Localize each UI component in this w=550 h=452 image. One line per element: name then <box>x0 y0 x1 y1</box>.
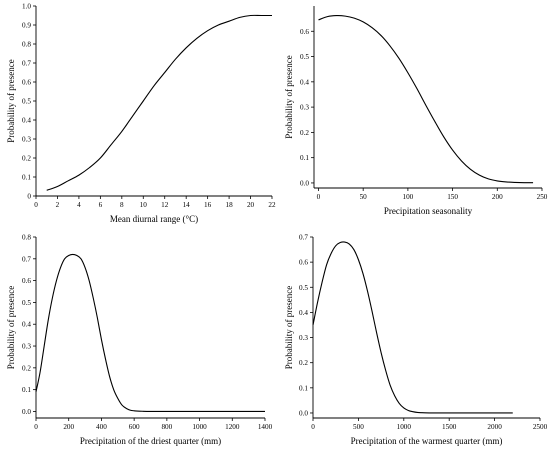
y-tick-label: 0.0 <box>300 179 309 187</box>
y-axis-title: Probability of presence <box>284 55 294 138</box>
x-tick-label: 18 <box>225 201 233 209</box>
y-tick-label: 0.0 <box>299 409 308 417</box>
y-tick-label: 0.8 <box>22 234 31 242</box>
y-tick-label: 0.5 <box>22 299 31 307</box>
x-tick-label: 16 <box>204 201 212 209</box>
y-axis-title: Probability of presence <box>284 286 294 369</box>
x-tick-label: 2 <box>56 201 60 209</box>
x-tick-label: 400 <box>96 423 107 431</box>
response-curve-line <box>46 14 272 191</box>
y-tick-label: 0.1 <box>300 154 309 162</box>
y-tick-label: 0.9 <box>22 22 31 30</box>
y-tick-label: 0.3 <box>300 104 309 112</box>
x-tick-label: 0 <box>311 423 315 431</box>
response-curve-line <box>312 241 513 414</box>
y-tick-label: 0.6 <box>299 259 308 267</box>
y-tick-label: 0.1 <box>22 386 31 394</box>
response-curve-line <box>318 15 534 184</box>
x-tick-label: 250 <box>537 193 548 201</box>
y-axis-title: Probability of presence <box>6 286 16 369</box>
y-tick-label: 0.8 <box>22 41 31 49</box>
x-tick-label: 10 <box>140 201 148 209</box>
y-tick-label: 0 <box>27 193 31 201</box>
x-tick-label: 12 <box>161 201 169 209</box>
chart-panel-2: 0 50 100 150 200 250 0.0 0.1 0.2 0.3 0.4 0.5 0.6 Prec… <box>284 6 548 216</box>
x-tick-label: 0 <box>34 201 38 209</box>
x-tick-label: 2000 <box>487 423 502 431</box>
y-tick-label: 1.0 <box>22 3 31 11</box>
x-axis-title: Precipitation of the warmest quarter (mm… <box>351 436 503 446</box>
x-tick-label: 100 <box>402 193 413 201</box>
chart-panel-3: 0 200 400 600 800 1000 1200 1400 0.0 0.1 0.2 0.3 0.4… <box>6 234 273 447</box>
y-tick-label: 0.6 <box>22 79 31 87</box>
x-tick-label: 200 <box>63 423 74 431</box>
x-tick-label: 500 <box>353 423 364 431</box>
y-tick-label: 0.2 <box>22 155 31 163</box>
y-tick-label: 0.3 <box>299 334 308 342</box>
x-tick-label: 4 <box>77 201 81 209</box>
x-tick-label: 20 <box>247 201 255 209</box>
y-tick-label: 0.4 <box>22 321 31 329</box>
x-axis-title: Precipitation seasonality <box>384 206 473 216</box>
y-tick-label: 0.2 <box>300 129 309 137</box>
y-tick-label: 0.5 <box>22 98 31 106</box>
x-tick-label: 1000 <box>397 423 412 431</box>
y-axis-title: Probability of presence <box>6 59 16 142</box>
y-tick-label: 0.4 <box>22 117 31 125</box>
y-tick-label: 0.6 <box>300 28 309 36</box>
y-tick-label: 0.1 <box>22 174 31 182</box>
y-tick-label: 0.7 <box>22 60 31 68</box>
y-tick-label: 0.5 <box>300 53 309 61</box>
x-tick-label: 1500 <box>442 423 457 431</box>
x-tick-label: 200 <box>492 193 503 201</box>
response-curve-line <box>35 253 265 413</box>
y-tick-label: 0.2 <box>22 364 31 372</box>
x-tick-label: 1000 <box>192 423 207 431</box>
y-tick-label: 0.5 <box>299 284 308 292</box>
y-tick-label: 0.2 <box>299 359 308 367</box>
y-tick-label: 0.0 <box>22 408 31 416</box>
y-tick-label: 0.3 <box>22 343 31 351</box>
y-tick-label: 0.7 <box>299 234 308 242</box>
x-tick-label: 6 <box>99 201 103 209</box>
x-tick-label: 800 <box>161 423 172 431</box>
y-tick-label: 0.4 <box>299 309 308 317</box>
y-tick-label: 0.7 <box>22 255 31 263</box>
x-tick-label: 0 <box>34 423 38 431</box>
chart-panel-4: 0 500 1000 1500 2000 2500 0.0 0.1 0.2 0.3 0.4 0.5 0.… <box>284 234 548 447</box>
x-tick-label: 150 <box>447 193 458 201</box>
x-tick-label: 50 <box>360 193 368 201</box>
x-tick-label: 14 <box>183 201 191 209</box>
x-tick-label: 0 <box>317 193 321 201</box>
y-tick-label: 0.6 <box>22 277 31 285</box>
x-tick-label: 600 <box>129 423 140 431</box>
y-tick-label: 0.3 <box>22 136 31 144</box>
x-tick-label: 1400 <box>258 423 273 431</box>
x-tick-label: 8 <box>120 201 124 209</box>
x-tick-label: 1200 <box>225 423 240 431</box>
chart-panel-1: 0 2 4 6 8 10 12 14 16 18 20 22 0 0.1 0.2 0.3 0.4 0.5 0.6 0.… <box>6 3 276 225</box>
x-tick-label: 2500 <box>533 423 548 431</box>
x-axis-title: Precipitation of the driest quarter (mm) <box>80 436 221 446</box>
x-axis-title: Mean diurnal range (°C) <box>110 214 198 224</box>
y-tick-label: 0.1 <box>299 384 308 392</box>
y-tick-label: 0.4 <box>300 78 309 86</box>
x-tick-label: 22 <box>268 201 276 209</box>
